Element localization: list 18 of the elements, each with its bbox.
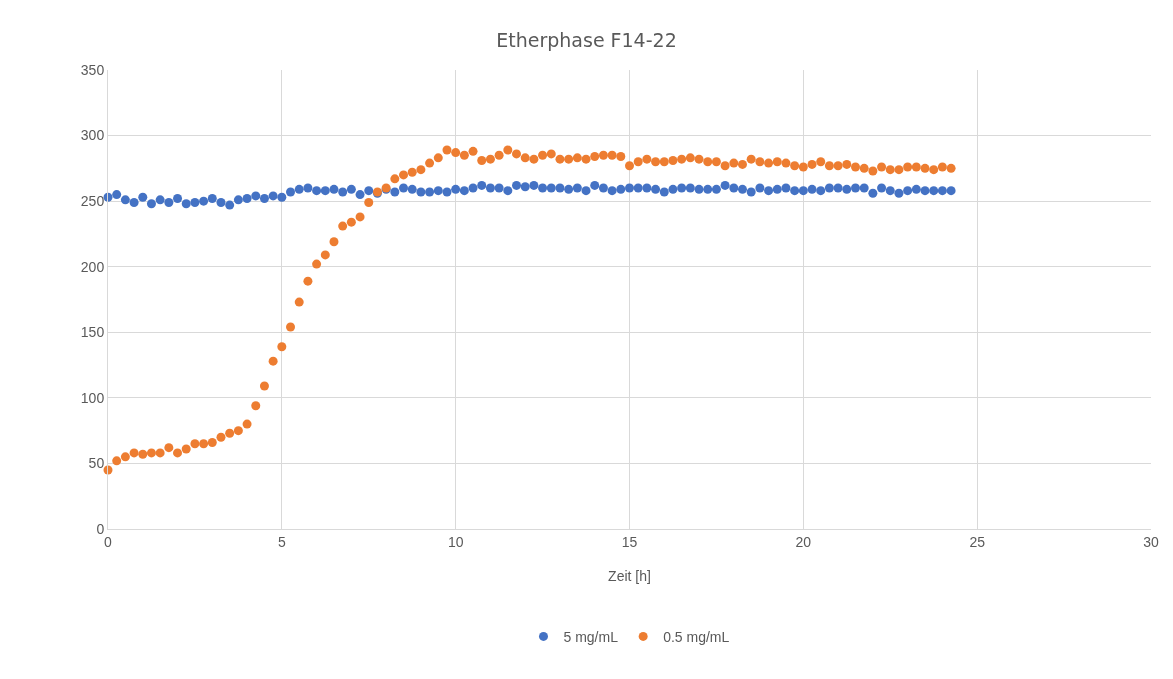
y-tick-label: 250 <box>80 193 105 210</box>
x-tick-label: 25 <box>969 533 986 550</box>
x-tick-label: 10 <box>447 533 464 550</box>
legend-label: 5 mg/mL <box>563 628 619 645</box>
y-tick-label: 150 <box>80 324 105 341</box>
y-tick-label: 100 <box>80 389 105 406</box>
y-tick-label: 350 <box>80 61 105 78</box>
y-tick-label: 200 <box>80 258 105 275</box>
x-tick-label: 5 <box>277 533 286 550</box>
y-tick-label: 0 <box>96 520 105 537</box>
chart-title: Etherphase F14-22 <box>496 29 677 52</box>
legend-label: 0.5 mg/mL <box>663 628 730 645</box>
x-axis-title: Zeit [h] <box>608 568 651 584</box>
x-tick-label: 15 <box>621 533 638 550</box>
y-tick-label: 300 <box>80 127 105 144</box>
x-tick-label: 30 <box>1143 533 1159 550</box>
x-tick-label: 20 <box>795 533 812 550</box>
y-tick-label: 50 <box>88 455 105 472</box>
